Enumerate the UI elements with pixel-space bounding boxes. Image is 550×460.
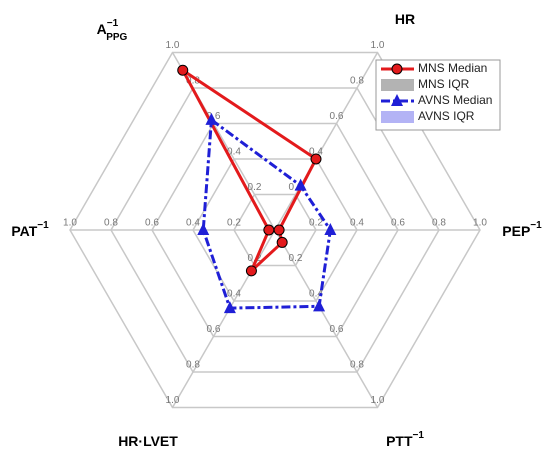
- r-tick-label: 0.2: [289, 182, 303, 193]
- axis-label-base: HR·LVET: [118, 433, 178, 449]
- data-point: [294, 178, 307, 191]
- axis-label: HR·LVET: [118, 433, 178, 449]
- r-tick-label: 0.6: [330, 111, 344, 122]
- r-tick-label: 0.2: [227, 218, 241, 229]
- r-tick-label: 0.4: [309, 147, 323, 158]
- r-tick-label: 1.0: [371, 40, 385, 51]
- axis-label-sup: −1: [530, 220, 542, 231]
- axis-label: HR: [395, 11, 415, 27]
- axis-label-sup: −1: [413, 430, 425, 441]
- r-tick-label: 0.8: [186, 76, 200, 87]
- data-point: [263, 224, 275, 236]
- r-tick-label: 0.8: [432, 218, 446, 229]
- axis-label-base: A: [97, 21, 107, 37]
- r-tick-label: 1.0: [63, 218, 77, 229]
- data-point: [197, 223, 210, 235]
- r-tick-label: 0.8: [104, 218, 118, 229]
- r-tick-label: 0.6: [330, 324, 344, 335]
- r-tick-label: 0.6: [207, 111, 221, 122]
- axis-label: PTT−1: [386, 430, 424, 449]
- data-point: [177, 64, 189, 76]
- axis-label-base: HR: [395, 11, 415, 27]
- axis-label-base: PEP: [502, 223, 530, 239]
- data-point: [205, 112, 218, 125]
- legend-label: AVNS IQR: [418, 109, 475, 123]
- axis-label: A−1 PPG: [97, 18, 128, 43]
- axis-label: PAT−1: [11, 220, 49, 239]
- data-point: [245, 265, 257, 277]
- r-tick-label: 1.0: [166, 395, 180, 406]
- r-tick-label: 1.0: [371, 395, 385, 406]
- axis-label-base: PAT: [11, 223, 37, 239]
- r-tick-label: 1.0: [166, 40, 180, 51]
- r-tick-label: 0.6: [145, 218, 159, 229]
- r-tick-label: 0.2: [309, 218, 323, 229]
- spoke: [274, 229, 379, 408]
- r-tick-label: 0.2: [248, 182, 262, 193]
- data-point: [324, 223, 337, 235]
- data-point: [391, 63, 403, 75]
- r-tick-label: 0.8: [350, 360, 364, 371]
- r-tick-label: 0.2: [248, 253, 262, 264]
- legend-swatch: [381, 111, 414, 123]
- data-point: [391, 94, 403, 106]
- r-tick-label: 0.4: [186, 218, 200, 229]
- r-tick-label: 0.6: [207, 324, 221, 335]
- legend-label: MNS IQR: [418, 77, 470, 91]
- data-point: [313, 299, 326, 312]
- r-tick-label: 1.0: [473, 218, 487, 229]
- legend-label: MNS Median: [418, 61, 487, 75]
- r-tick-label: 0.4: [350, 218, 364, 229]
- r-tick-label: 0.4: [227, 289, 241, 300]
- data-point: [223, 301, 236, 314]
- spoke: [274, 52, 379, 231]
- legend-swatch: [381, 79, 414, 91]
- r-tick-label: 0.8: [350, 76, 364, 87]
- legend-label: AVNS Median: [418, 93, 492, 107]
- axis-label: PEP−1: [502, 220, 542, 239]
- data-point: [310, 153, 322, 165]
- data-point: [276, 236, 288, 248]
- axis-label-sup: −1: [107, 18, 119, 29]
- r-tick-label: 0.2: [289, 253, 303, 264]
- axis-label-base: PTT: [386, 433, 413, 449]
- r-tick-label: 0.4: [227, 147, 241, 158]
- r-tick-label: 0.4: [309, 289, 323, 300]
- spoke: [171, 229, 276, 408]
- series-line: [181, 68, 318, 272]
- axis-label-sup: −1: [37, 220, 49, 231]
- data-point: [273, 224, 285, 236]
- r-tick-label: 0.8: [186, 360, 200, 371]
- r-tick-label: 0.6: [391, 218, 405, 229]
- axis-label-sub: PPG: [106, 32, 127, 43]
